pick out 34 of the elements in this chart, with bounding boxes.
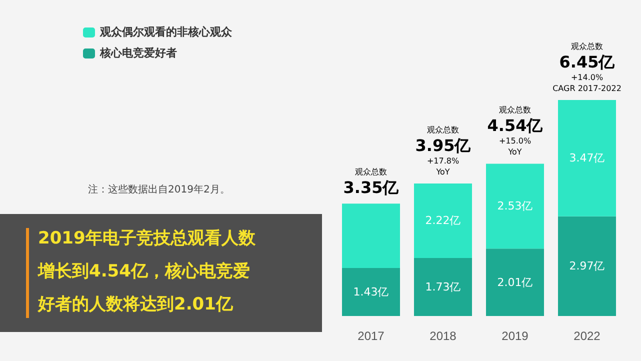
legend-label: 观众偶尔观看的非核心观众: [99, 26, 233, 38]
annotation: +15.0% YoY: [498, 136, 532, 157]
total-label: 3.35亿: [343, 178, 400, 198]
annotation: +17.8% YoY: [426, 156, 460, 177]
bar: [342, 204, 400, 268]
data-label: 1.43亿: [353, 286, 389, 299]
total-label: 4.54亿: [487, 116, 544, 136]
bar: [342, 268, 400, 316]
x-tick-label: 2018: [430, 329, 457, 343]
x-tick-label: 2022: [574, 329, 601, 343]
bar: [414, 184, 472, 258]
annotation: 观众总数: [355, 168, 387, 177]
bar: [558, 216, 616, 316]
bar: [558, 100, 616, 216]
data-label: 2.22亿: [425, 214, 461, 228]
text: 注：这些数据出自2019年2月。: [88, 184, 230, 196]
text: +14.0% CAGR 2017-2022: [552, 73, 622, 93]
bar: [486, 248, 544, 316]
bar: [486, 164, 544, 249]
x-tick-label: 2017: [358, 329, 385, 343]
data-label: 1.73亿: [425, 280, 461, 294]
data-label: 2.53亿: [497, 200, 533, 213]
x-tick-label: 2019: [502, 329, 529, 343]
annotation: 观众总数: [499, 106, 531, 115]
data-label: 3.47亿: [569, 152, 605, 165]
legend-label: 核心电竞爱好者: [99, 46, 177, 60]
total-label: 3.95亿: [415, 136, 472, 156]
annotation: 观众总数: [427, 126, 459, 135]
text: 观众总数: [571, 42, 603, 51]
total-label: 6.45亿: [559, 52, 616, 72]
bar: [414, 258, 472, 316]
text: 2019年电子竞技总观看人数增长到4.54亿，核心电竞爱好者的人数将达到2.01亿: [37, 228, 256, 314]
data-label: 2.01亿: [497, 276, 533, 289]
data-label: 2.97亿: [569, 260, 605, 273]
